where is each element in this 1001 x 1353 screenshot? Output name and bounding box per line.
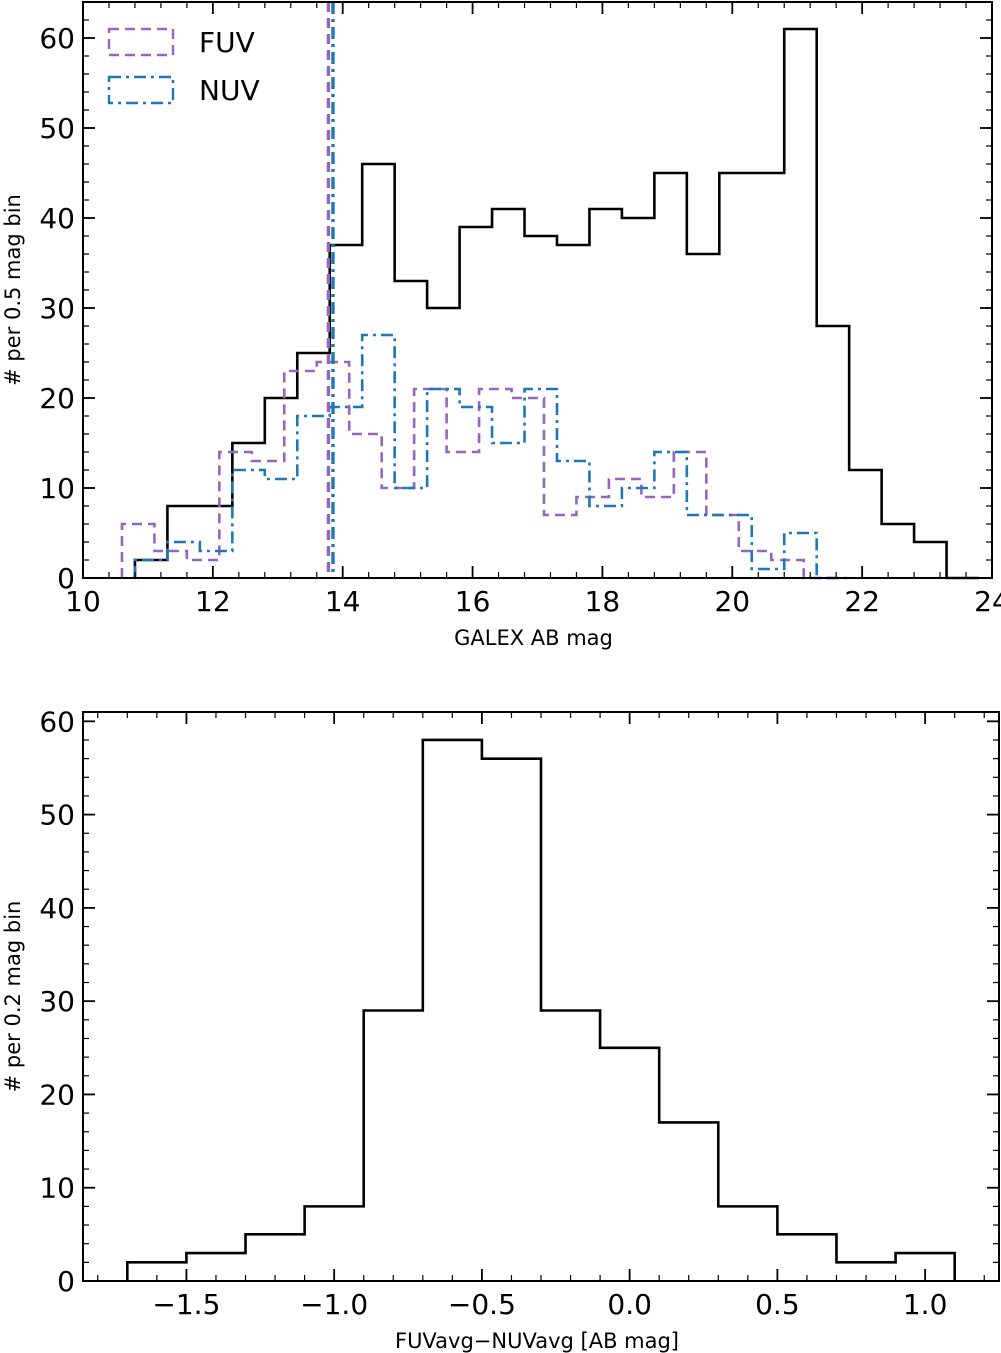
y-tick-label: 60 bbox=[39, 22, 75, 55]
x-tick-label: 18 bbox=[585, 585, 621, 618]
x-tick-label: 0.5 bbox=[755, 1288, 800, 1321]
x-tick-label: −1.5 bbox=[152, 1288, 220, 1321]
y-tick-label: 60 bbox=[39, 705, 75, 738]
x-tick-label: 1.0 bbox=[903, 1288, 948, 1321]
y-tick-label: 40 bbox=[39, 202, 75, 235]
y-tick-label: 50 bbox=[39, 112, 75, 145]
x-tick-label: 10 bbox=[65, 585, 101, 618]
x-axis-label: GALEX AB mag bbox=[454, 626, 613, 650]
x-tick-label: 24 bbox=[974, 585, 1001, 618]
series-fuv-histogram bbox=[120, 360, 837, 580]
legend-label-fuv: FUV bbox=[199, 26, 255, 59]
y-tick-label: 30 bbox=[39, 292, 75, 325]
y-tick-label: 10 bbox=[39, 472, 75, 505]
series-nuv-histogram bbox=[133, 333, 850, 580]
x-axis-label: FUVavg−NUVavg [AB mag] bbox=[395, 1329, 679, 1353]
series-total-histogram bbox=[126, 738, 956, 1281]
x-tick-label: −1.0 bbox=[300, 1288, 368, 1321]
x-tick-label: 16 bbox=[455, 585, 491, 618]
y-tick-label: 0 bbox=[57, 562, 75, 595]
y-tick-label: 40 bbox=[39, 892, 75, 925]
series-total-histogram bbox=[133, 27, 980, 580]
x-tick-label: 14 bbox=[325, 585, 361, 618]
x-tick-label: −0.5 bbox=[448, 1288, 516, 1321]
y-axis-label: # per 0.2 mag bin bbox=[1, 901, 25, 1093]
x-tick-label: 20 bbox=[714, 585, 750, 618]
legend-label-nuv: NUV bbox=[199, 74, 260, 107]
y-tick-label: 50 bbox=[39, 799, 75, 832]
y-tick-label: 20 bbox=[39, 382, 75, 415]
y-tick-label: 20 bbox=[39, 1078, 75, 1111]
y-tick-label: 30 bbox=[39, 985, 75, 1018]
y-axis-label: # per 0.5 mag bin bbox=[1, 194, 25, 386]
y-tick-label: 0 bbox=[57, 1265, 75, 1298]
x-tick-label: 22 bbox=[844, 585, 880, 618]
x-tick-label: 12 bbox=[195, 585, 231, 618]
x-tick-label: 0.0 bbox=[607, 1288, 652, 1321]
y-tick-label: 10 bbox=[39, 1172, 75, 1205]
legend-swatch-nuv bbox=[107, 75, 175, 105]
legend-swatch-fuv bbox=[107, 27, 175, 57]
bottom-histogram-panel: −1.5 −1.0 −0.5 0.0 0.5 1.0 0 10 20 30 40 50 60 FUVavg… bbox=[1, 705, 1000, 1353]
